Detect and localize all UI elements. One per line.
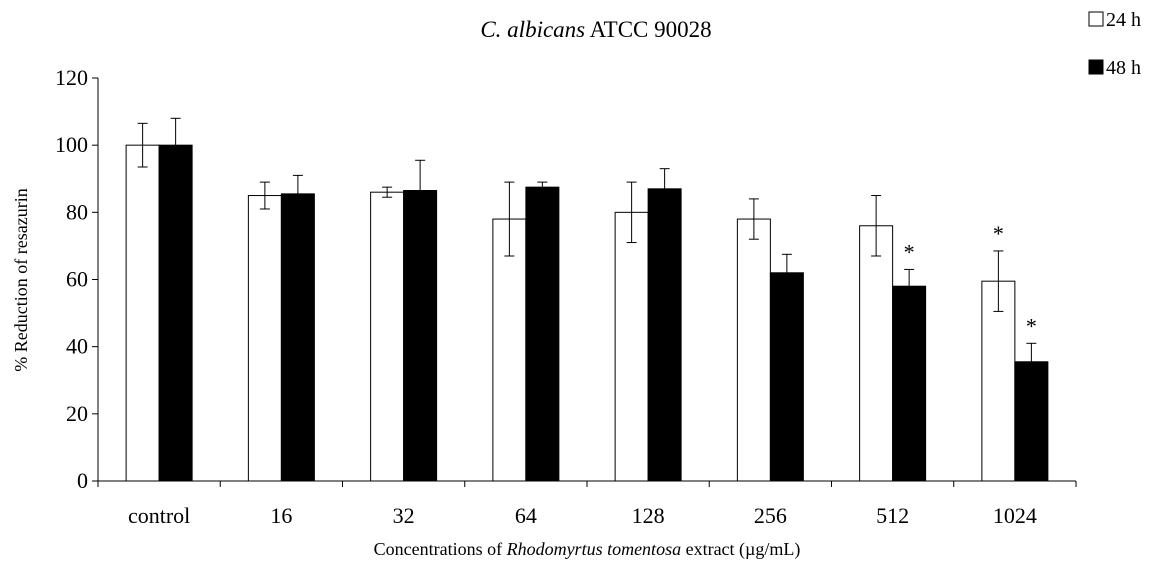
x-axis: control 16 32 64 128 256 512 1024 bbox=[97, 480, 1077, 528]
x-tick-label: 64 bbox=[515, 503, 537, 528]
bar bbox=[892, 285, 927, 482]
legend: 24 h 48 h bbox=[1088, 9, 1141, 79]
significance-marker: * bbox=[1026, 313, 1037, 338]
significance-marker: * bbox=[993, 221, 1004, 246]
bar bbox=[1014, 361, 1049, 482]
bar bbox=[859, 225, 894, 482]
legend-label: 24 h bbox=[1106, 9, 1141, 31]
y-axis-label: % Reduction of resazurin bbox=[11, 188, 31, 371]
significance-marker: * bbox=[904, 239, 915, 264]
x-tick-label: 256 bbox=[754, 503, 787, 528]
bar bbox=[525, 186, 560, 482]
y-tick-label: 0 bbox=[77, 468, 88, 493]
chart-title: C. albicans ATCC 90028 bbox=[480, 17, 711, 42]
error-bars bbox=[137, 117, 1037, 381]
bar bbox=[280, 193, 315, 482]
x-tick-label: 16 bbox=[270, 503, 292, 528]
bar bbox=[125, 144, 160, 482]
x-axis-label: Concentrations of Rhodomyrtus tomentosa … bbox=[374, 539, 801, 560]
bar bbox=[158, 144, 193, 482]
bars bbox=[125, 144, 1049, 482]
bar bbox=[492, 218, 527, 482]
bar bbox=[403, 190, 438, 482]
bar bbox=[247, 195, 282, 482]
y-tick-label: 20 bbox=[66, 401, 88, 426]
y-tick-label: 40 bbox=[66, 334, 88, 359]
x-tick-label: 128 bbox=[632, 503, 665, 528]
y-tick-label: 80 bbox=[66, 199, 88, 224]
x-tick-label: 1024 bbox=[993, 503, 1037, 528]
bar bbox=[981, 280, 1016, 482]
bar bbox=[614, 211, 649, 482]
y-tick-label: 60 bbox=[66, 267, 88, 292]
legend-swatch bbox=[1088, 59, 1104, 75]
bar bbox=[769, 272, 804, 482]
bar bbox=[736, 218, 771, 482]
x-tick-label: 512 bbox=[876, 503, 909, 528]
legend-label: 48 h bbox=[1106, 57, 1141, 79]
y-tick-label: 120 bbox=[55, 65, 88, 90]
significance-markers: * * * bbox=[904, 221, 1037, 338]
y-tick-label: 100 bbox=[55, 132, 88, 157]
legend-swatch bbox=[1088, 11, 1104, 27]
x-tick-label: control bbox=[128, 503, 190, 528]
bar bbox=[647, 188, 682, 482]
y-axis: 0 20 40 60 80 100 120 bbox=[55, 65, 99, 493]
bar bbox=[370, 191, 405, 482]
x-tick-label: 32 bbox=[393, 503, 415, 528]
